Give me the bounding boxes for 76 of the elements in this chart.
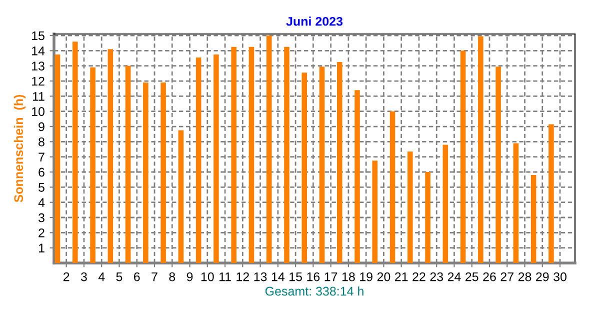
bar (496, 66, 501, 263)
bar (125, 66, 131, 263)
bar (336, 62, 342, 263)
x-tick-label: 30 (554, 272, 566, 282)
y-tick-label: 11 (32, 92, 44, 101)
x-tick-label: 17 (324, 272, 338, 282)
bar (178, 130, 184, 263)
chart-title: Juni 2023 (286, 16, 343, 26)
x-tick-label: 20 (377, 272, 390, 282)
bar (302, 72, 308, 263)
bar (143, 82, 148, 263)
bar (354, 90, 360, 263)
x-tick-label: 16 (307, 272, 320, 282)
x-tick-label: 8 (169, 272, 176, 282)
y-tick-label: 15 (32, 31, 44, 40)
x-tick-label: 19 (360, 272, 372, 282)
x-tick-label: 28 (518, 272, 532, 282)
bar (90, 67, 96, 263)
bar (266, 36, 272, 263)
x-tick-label: 11 (219, 272, 231, 282)
bar (108, 49, 114, 263)
x-tick-label: 13 (254, 272, 267, 282)
bar (214, 54, 219, 263)
bar (196, 58, 202, 263)
x-tick-label: 26 (483, 272, 496, 282)
x-tick-label: 2 (63, 272, 70, 282)
x-tick-label: 7 (152, 272, 158, 282)
y-tick-label: 6 (38, 168, 44, 177)
bar (372, 160, 378, 263)
y-axis-title: Sonnenschein (h) (14, 94, 26, 202)
x-tick-label: 12 (236, 272, 249, 282)
bar (54, 54, 60, 263)
x-tick-label: 9 (186, 272, 193, 282)
y-tick-label: 3 (38, 213, 44, 222)
y-tick-label: 1 (38, 244, 44, 252)
x-tick-label: 29 (536, 272, 549, 282)
x-tick-label: 18 (342, 272, 355, 282)
y-tick-label: 10 (32, 107, 44, 116)
bar (408, 152, 413, 263)
bar (442, 144, 448, 263)
x-tick-label: 22 (412, 272, 426, 282)
x-tick-label: 10 (201, 272, 214, 282)
bar (231, 46, 236, 263)
bar (548, 124, 554, 263)
y-tick-label: 2 (38, 228, 44, 238)
x-tick-label: 24 (448, 272, 461, 282)
y-tick-label: 14 (32, 46, 45, 56)
x-tick-label: 23 (430, 272, 443, 282)
x-tick-label: 21 (395, 272, 408, 282)
y-tick-label: 5 (38, 183, 44, 192)
bar (478, 36, 484, 263)
x-tick-label: 14 (272, 272, 284, 282)
x-tick-label: 5 (116, 272, 122, 282)
y-tick-label: 12 (32, 76, 44, 86)
bar (160, 82, 166, 263)
x-tick-label: 4 (98, 272, 105, 282)
y-tick-label: 8 (38, 137, 44, 146)
y-tick-label: 9 (38, 122, 44, 132)
bar (425, 172, 430, 263)
x-tick-label: 6 (134, 272, 140, 282)
x-tick-label: 15 (290, 272, 302, 282)
bar (460, 50, 466, 263)
bar (284, 46, 290, 263)
bar (530, 175, 536, 263)
x-tick-label: 27 (500, 272, 514, 282)
bar (513, 143, 519, 263)
x-tick-label: 25 (466, 272, 478, 282)
x-tick-label: 3 (80, 272, 87, 282)
y-tick-label: 7 (38, 152, 44, 162)
bar (72, 42, 78, 263)
y-tick-label: 4 (38, 198, 45, 207)
bar (319, 66, 325, 263)
x-axis-title: Gesamt: 338:14 h (265, 286, 364, 296)
bar (390, 111, 396, 263)
y-tick-label: 13 (32, 62, 44, 70)
bar (248, 46, 254, 263)
